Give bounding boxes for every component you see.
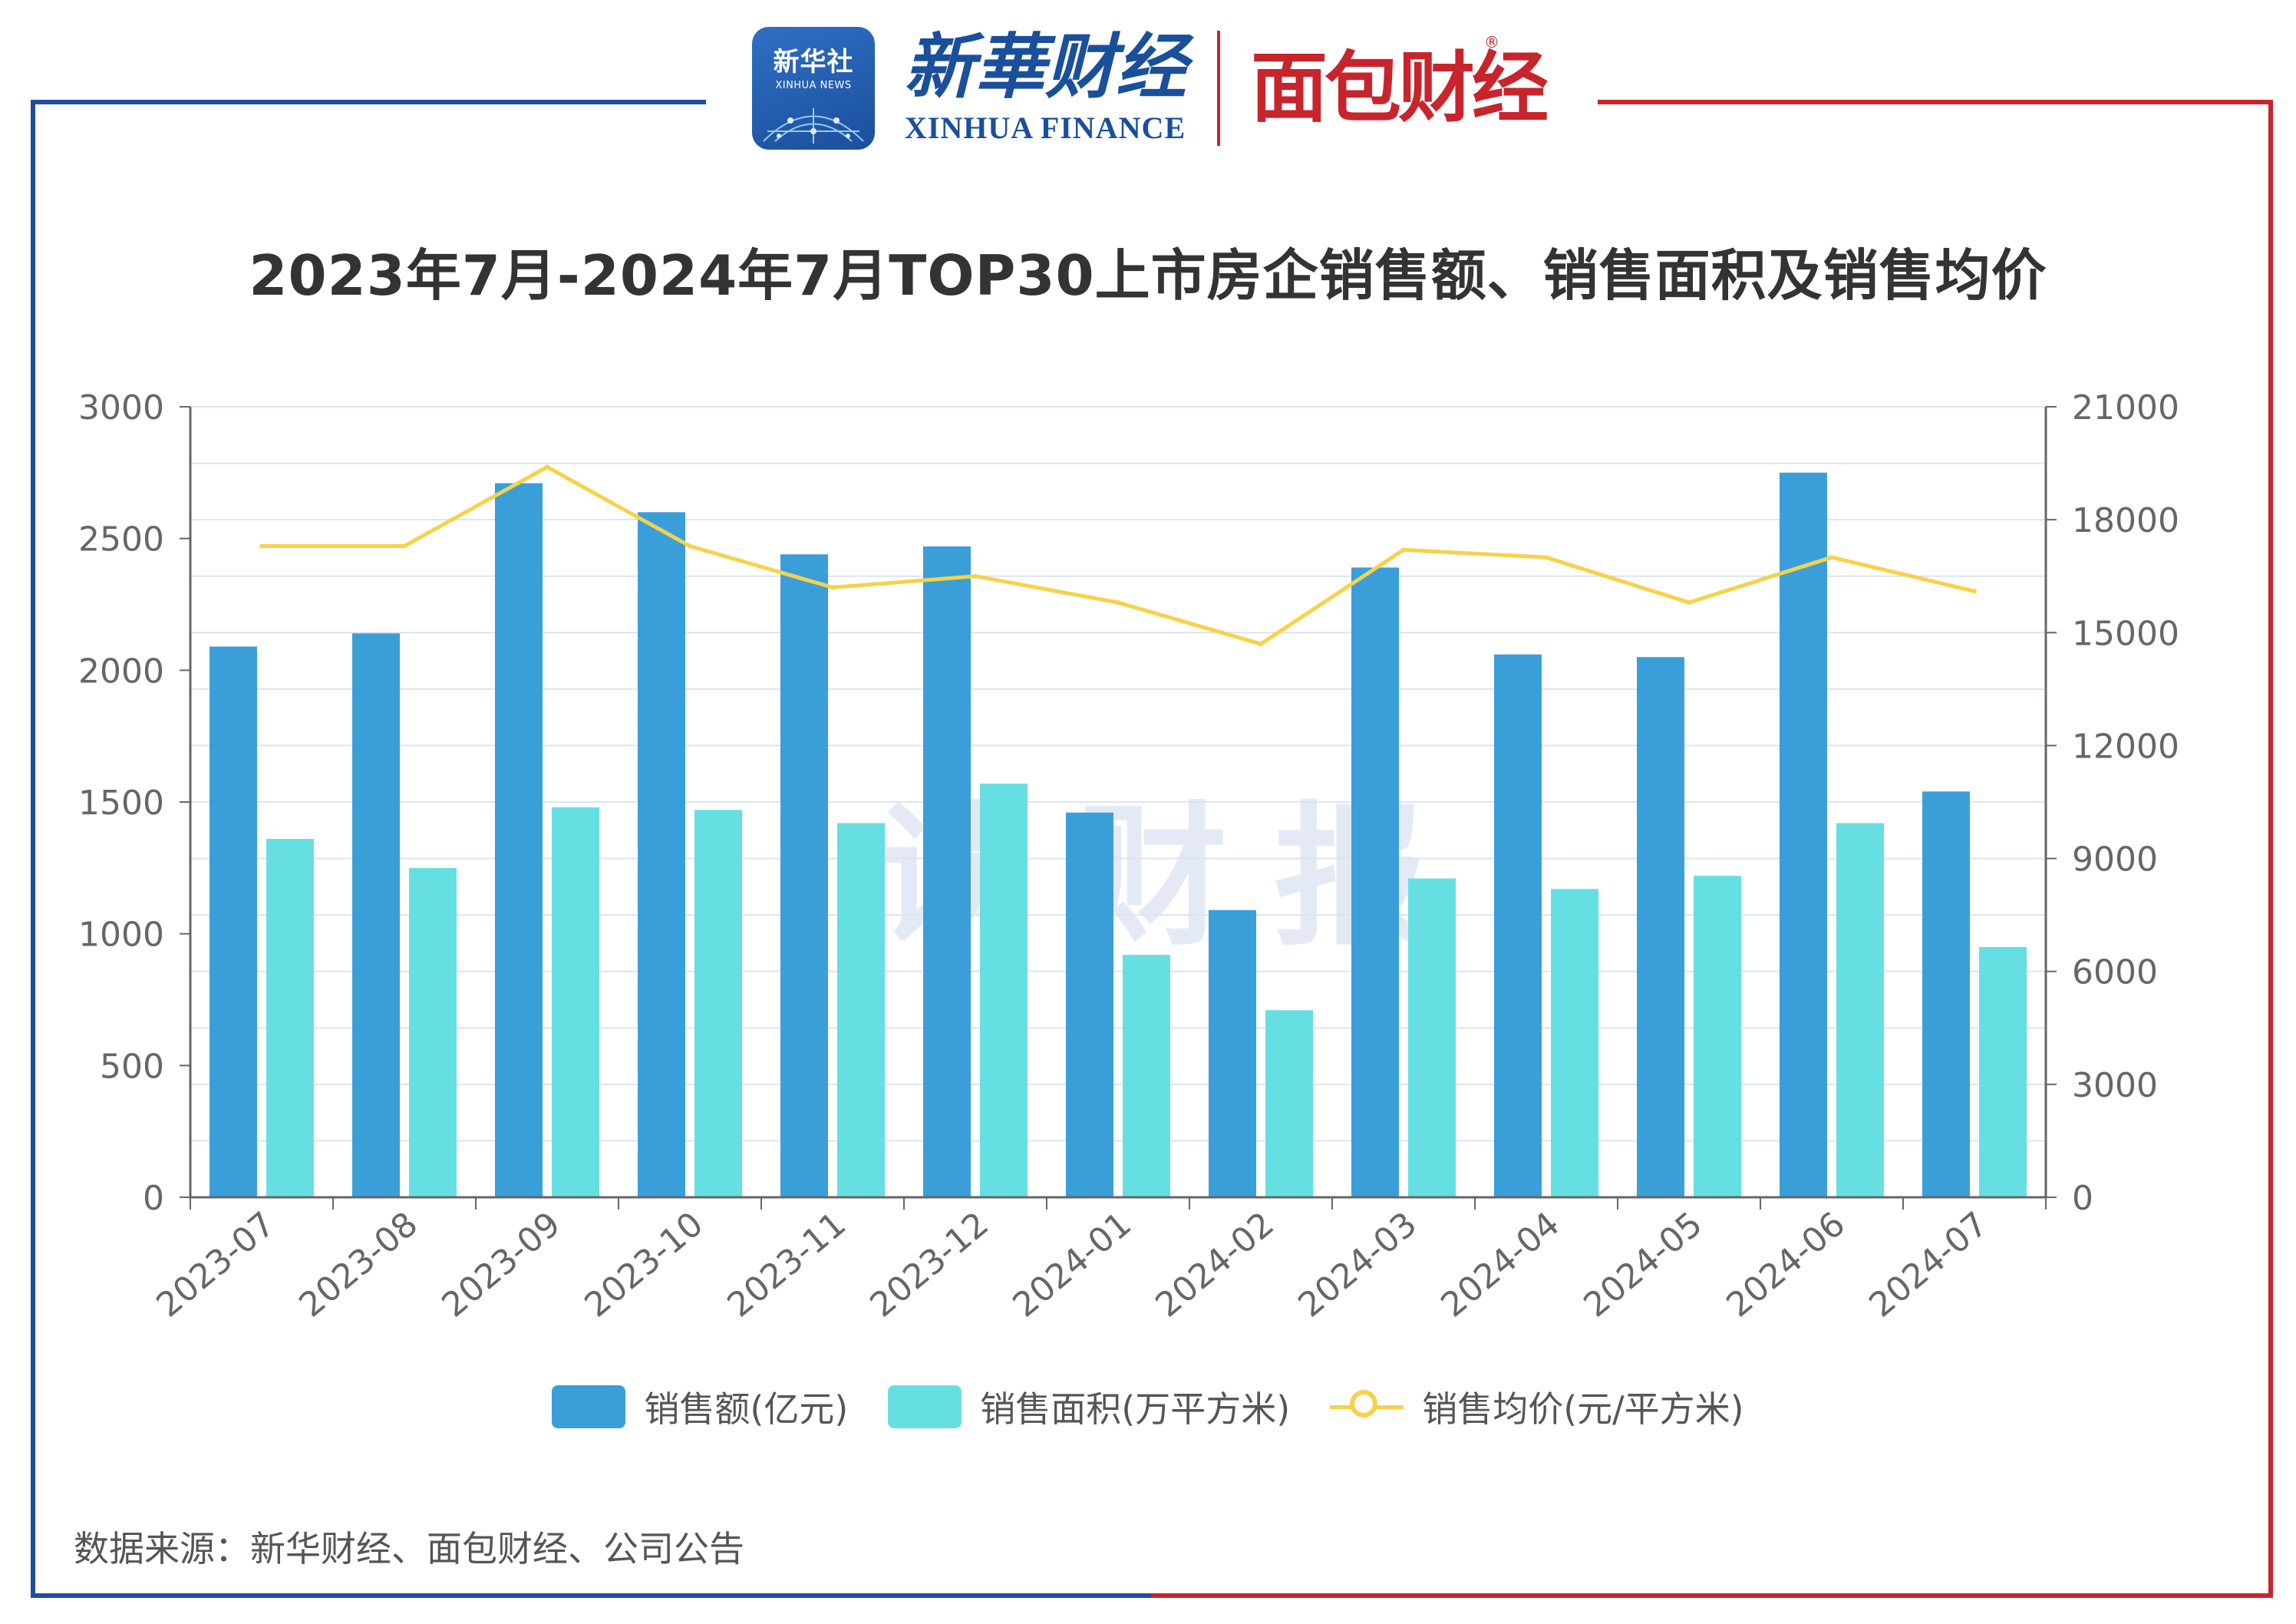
bar-sales-amount <box>1066 812 1113 1197</box>
bar-sales-amount <box>1351 567 1399 1197</box>
y-right-tick-label: 18000 <box>2072 501 2179 540</box>
x-tick-label: 2024-06 <box>1719 1204 1852 1325</box>
xinhua-finance-cn: 新華财经 <box>904 25 1187 108</box>
bar-sales-amount <box>780 554 828 1197</box>
bar-sales-amount <box>1922 791 1970 1197</box>
bar-sales-area <box>1408 878 1456 1197</box>
bar-sales-area <box>1551 889 1598 1197</box>
x-tick-label: 2023-10 <box>577 1204 711 1325</box>
xinhua-badge-cn: 新华社 <box>773 47 854 78</box>
bar-sales-area <box>1265 1010 1313 1197</box>
x-tick-label: 2024-05 <box>1576 1204 1710 1325</box>
bar-sales-amount <box>638 512 685 1197</box>
legend-item-sales-area[interactable]: 销售面积(万平方米) <box>888 1381 1290 1432</box>
bar-sales-amount <box>1637 657 1684 1197</box>
point-avg-price <box>259 543 264 549</box>
y-right-tick-label: 21000 <box>2072 388 2179 427</box>
point-avg-price <box>1829 555 1834 560</box>
bar-sales-amount <box>1780 472 1827 1197</box>
y-right-tick-label: 9000 <box>2072 840 2158 880</box>
mianbao-cn: 面包财经 <box>1251 43 1549 133</box>
y-left-tick-label: 2500 <box>78 520 164 559</box>
legend-label-avg-price: 销售均价(元/平方米) <box>1422 1388 1744 1430</box>
x-tick-label: 2024-04 <box>1433 1204 1567 1325</box>
y-left-tick-label: 1500 <box>78 784 164 823</box>
point-avg-price <box>830 585 835 590</box>
xinhua-badge-en: XINHUA NEWS <box>775 80 852 91</box>
bar-sales-area <box>837 823 885 1197</box>
frame-bottom-right-line <box>1151 1593 2273 1598</box>
x-tick-label: 2023-12 <box>863 1204 996 1325</box>
xinhua-finance-logo: 新華财经 XINHUA FINANCE <box>904 31 1186 146</box>
xinhua-news-logo: 新华社 XINHUA NEWS <box>752 27 875 150</box>
y-left-tick-label: 0 <box>143 1179 164 1218</box>
point-avg-price <box>1401 547 1406 553</box>
chart-title: 2023年7月-2024年7月TOP30上市房企销售额、销售面积及销售均价 <box>249 243 2047 308</box>
x-tick-label: 2023-08 <box>292 1204 425 1325</box>
x-tick-label: 2023-11 <box>720 1204 853 1325</box>
y-right-tick-label: 0 <box>2072 1179 2093 1218</box>
x-tick-label: 2024-03 <box>1291 1204 1424 1325</box>
y-left-tick-label: 500 <box>100 1047 164 1086</box>
legend-swatch-sales-area <box>888 1385 962 1428</box>
point-avg-price <box>1972 589 1977 594</box>
legend-swatch-sales-amount <box>552 1385 626 1428</box>
x-tick-label: 2023-07 <box>149 1204 282 1325</box>
mianbao-finance-logo: 面包财经 ® <box>1251 33 1549 127</box>
bar-sales-amount <box>495 483 543 1197</box>
x-tick-label: 2024-02 <box>1148 1204 1282 1325</box>
xinhua-finance-en: XINHUA FINANCE <box>904 110 1186 145</box>
bar-sales-area <box>409 867 457 1197</box>
data-source-note: 数据来源：新华财经、面包财经、公司公告 <box>74 1528 744 1570</box>
frame-top-right-line <box>1598 100 2273 104</box>
x-tick-label: 2023-09 <box>434 1204 568 1325</box>
point-avg-price <box>1544 555 1549 560</box>
bar-sales-area <box>552 807 599 1197</box>
y-left-tick-label: 2000 <box>78 652 164 691</box>
point-avg-price <box>1687 600 1691 606</box>
bar-sales-area <box>1694 876 1741 1197</box>
registered-mark: ® <box>1484 33 1500 51</box>
bar-sales-amount <box>1209 909 1256 1197</box>
bar-sales-area <box>1836 823 1884 1197</box>
x-tick-label: 2024-07 <box>1862 1204 1995 1325</box>
y-right-tick-label: 6000 <box>2072 953 2158 992</box>
legend-item-sales-amount[interactable]: 销售额(亿元) <box>552 1381 848 1432</box>
bar-sales-area <box>694 810 742 1197</box>
bar-sales-area <box>1123 955 1170 1197</box>
point-avg-price <box>688 543 692 549</box>
globe-network-icon <box>763 108 864 144</box>
bar-sales-amount <box>923 546 971 1197</box>
legend: 销售额(亿元) 销售面积(万平方米) 销售均价(元/平方米) <box>0 1381 2296 1432</box>
logo-divider <box>1217 31 1221 146</box>
frame-right-line <box>2268 100 2273 1598</box>
x-tick-label: 2024-01 <box>1005 1204 1139 1325</box>
frame-top-left-line <box>31 100 706 104</box>
y-left-tick-label: 1000 <box>78 916 164 955</box>
bar-sales-area <box>266 839 314 1197</box>
bar-sales-area <box>1979 946 2027 1197</box>
point-avg-price <box>545 464 549 470</box>
y-right-tick-label: 3000 <box>2072 1066 2158 1105</box>
frame-left-line <box>31 100 35 1598</box>
frame-bottom-left-line <box>31 1593 1151 1598</box>
legend-label-sales-area: 销售面积(万平方米) <box>980 1388 1291 1430</box>
bar-sales-amount <box>1494 654 1542 1197</box>
point-avg-price <box>973 573 978 579</box>
bar-sales-area <box>980 783 1028 1197</box>
legend-label-sales-amount: 销售额(亿元) <box>644 1388 849 1430</box>
y-left-tick-label: 3000 <box>78 388 164 427</box>
y-right-tick-label: 15000 <box>2072 614 2179 653</box>
point-avg-price <box>402 543 407 549</box>
y-right-tick-label: 12000 <box>2072 727 2179 766</box>
legend-item-avg-price[interactable]: 销售均价(元/平方米) <box>1330 1381 1744 1432</box>
bar-sales-amount <box>352 633 400 1197</box>
legend-swatch-avg-price <box>1330 1385 1404 1428</box>
point-avg-price <box>1116 600 1120 606</box>
point-avg-price <box>1259 642 1263 646</box>
header-logos: 新华社 XINHUA NEWS 新華财经 XINHUA FINANCE 面包财经… <box>737 23 1562 153</box>
bar-sales-amount <box>209 646 257 1197</box>
